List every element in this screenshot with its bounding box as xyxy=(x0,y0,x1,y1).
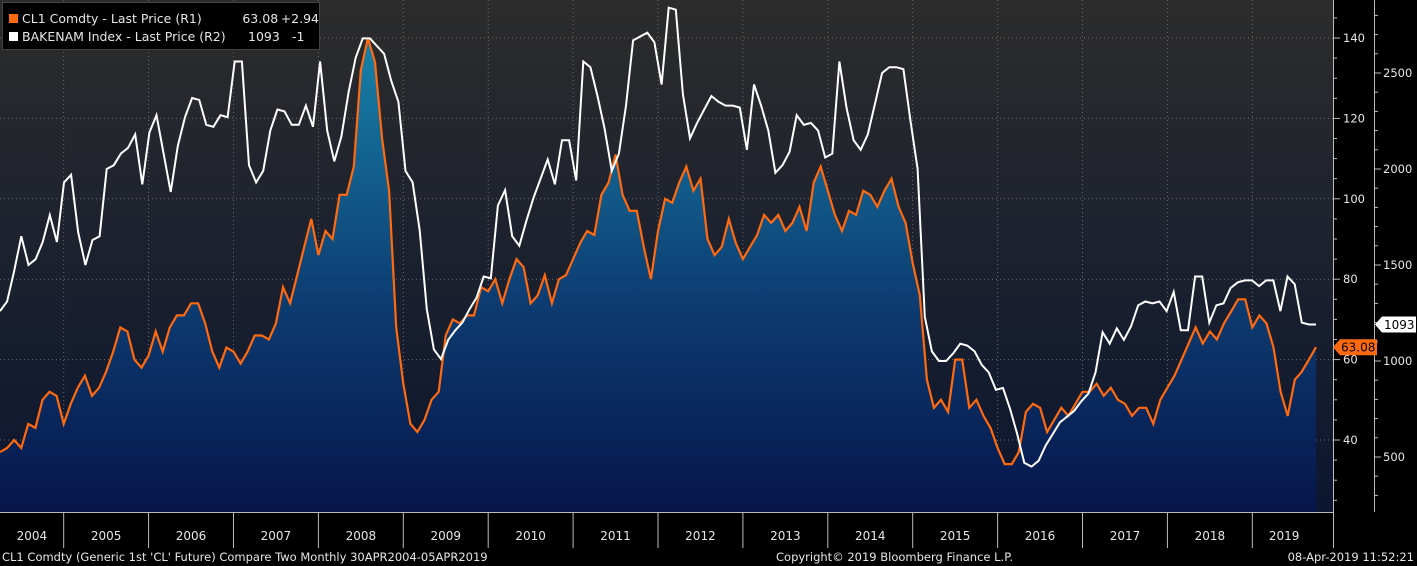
r1-tick-label: 80 xyxy=(1343,272,1358,286)
x-tick-label: 2008 xyxy=(346,529,377,543)
footer-timestamp: 08-Apr-2019 11:52:21 xyxy=(1287,550,1414,564)
legend-change: -1 xyxy=(292,28,305,44)
x-axis-band xyxy=(0,512,1333,548)
legend-label: BAKENAM Index - Last Price (R2) xyxy=(22,28,226,44)
r1-tick-label: 120 xyxy=(1343,111,1365,125)
legend-label: CL1 Comdty - Last Price (R1) xyxy=(22,10,202,26)
x-tick-label: 2015 xyxy=(940,529,971,543)
legend-swatch-cl1 xyxy=(9,13,18,23)
legend: CL1 Comdty - Last Price (R1) 63.08 +2.94… xyxy=(2,2,320,50)
legend-entry-cl1: CL1 Comdty - Last Price (R1) 63.08 +2.94 xyxy=(9,9,319,27)
x-tick-label: 2012 xyxy=(685,529,716,543)
r2-last-tag xyxy=(1375,316,1416,333)
legend-last-value: 63.08 xyxy=(242,10,279,26)
r1-tick-label: 100 xyxy=(1343,192,1365,206)
x-tick-label: 2005 xyxy=(91,529,122,543)
legend-swatch-bakenam xyxy=(9,31,18,41)
r2-axis-ticks: 500 1000 1500 2000 2500 xyxy=(1374,0,1412,512)
x-tick-label: 2019 xyxy=(1269,529,1300,543)
x-axis-ticks: 2004 2005 2006 2007 2008 2009 2010 2011 2012 2013… xyxy=(17,512,1300,548)
r1-last-tag xyxy=(1333,339,1377,356)
x-tick-label: 2018 xyxy=(1195,529,1226,543)
x-tick-label: 2016 xyxy=(1025,529,1056,543)
cl1-series-line xyxy=(0,37,1317,466)
r2-last-tag-label: 1093 xyxy=(1384,318,1415,332)
bakenam-series-line xyxy=(0,6,1316,468)
x-tick-label: 2010 xyxy=(515,529,546,543)
footer-copyright: Copyright© 2019 Bloomberg Finance L.P. xyxy=(776,550,1013,564)
x-tick-label: 2007 xyxy=(261,529,292,543)
r2-tick-label: 2500 xyxy=(1383,66,1412,80)
r1-tick-label: 60 xyxy=(1343,353,1358,367)
x-tick-label: 2009 xyxy=(430,529,461,543)
footer-description: CL1 Comdty (Generic 1st 'CL' Future) Com… xyxy=(2,550,488,564)
r2-tick-label: 2000 xyxy=(1383,162,1412,176)
x-tick-label: 2011 xyxy=(600,529,631,543)
last-value-tags: 63.08 1093 xyxy=(1333,316,1416,356)
r1-axis-ticks: 40 60 80 100 120 140 xyxy=(1333,17,1365,501)
x-tick-label: 2013 xyxy=(770,529,801,543)
x-tick-label: 2004 xyxy=(17,529,48,543)
chart: 2004 2005 2006 2007 2008 2009 2010 2011 2012 2013… xyxy=(0,0,1417,548)
r2-tick-label: 1000 xyxy=(1383,354,1412,368)
r1-tick-label: 40 xyxy=(1343,433,1358,447)
cl1-area-fill xyxy=(0,38,1316,512)
x-tick-label: 2006 xyxy=(176,529,207,543)
x-tick-label: 2014 xyxy=(855,529,886,543)
legend-last-value: 1093 xyxy=(248,28,280,44)
footer: CL1 Comdty (Generic 1st 'CL' Future) Com… xyxy=(0,548,1417,566)
r1-tick-label: 140 xyxy=(1343,31,1365,45)
r2-tick-label: 500 xyxy=(1383,450,1405,464)
legend-entry-bakenam: BAKENAM Index - Last Price (R2) 1093 -1 xyxy=(9,27,319,45)
legend-change: +2.94 xyxy=(280,10,319,26)
r1-last-tag-label: 63.08 xyxy=(1341,341,1375,355)
r2-tick-label: 1500 xyxy=(1383,258,1412,272)
x-tick-label: 2017 xyxy=(1110,529,1141,543)
